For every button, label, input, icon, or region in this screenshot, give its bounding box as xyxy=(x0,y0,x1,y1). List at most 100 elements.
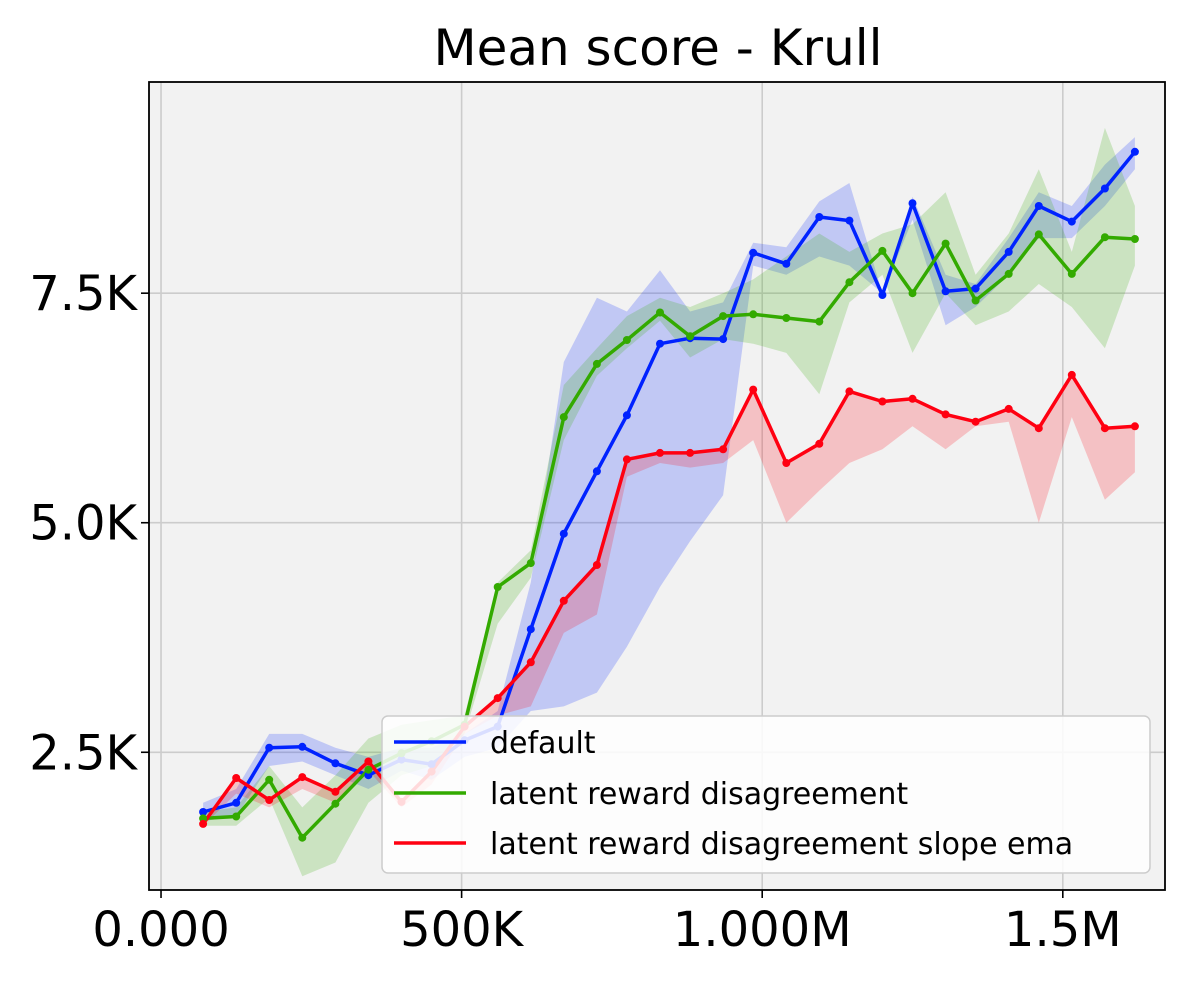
point-latent-reward-disagreement xyxy=(493,583,502,591)
point-latent-reward-disagreement-slope-ema xyxy=(1067,370,1076,379)
point-latent-reward-disagreement xyxy=(1004,269,1013,278)
point-latent-reward-disagreement-slope-ema xyxy=(815,439,824,448)
point-latent-reward-disagreement xyxy=(331,799,340,808)
point-latent-reward-disagreement xyxy=(1100,233,1109,242)
point-latent-reward-disagreement-slope-ema xyxy=(526,658,535,667)
point-default xyxy=(749,248,758,257)
point-default xyxy=(1100,184,1109,193)
point-latent-reward-disagreement xyxy=(622,336,631,344)
point-latent-reward-disagreement xyxy=(592,359,601,368)
point-latent-reward-disagreement-slope-ema xyxy=(1004,404,1013,413)
point-default xyxy=(941,287,950,296)
line-latent-reward-disagreement-slope-ema xyxy=(201,373,1136,825)
point-default xyxy=(845,216,854,225)
point-latent-reward-disagreement xyxy=(265,775,274,784)
point-default xyxy=(719,335,728,344)
point-latent-reward-disagreement xyxy=(298,833,307,842)
series-lines xyxy=(201,150,1137,840)
point-default xyxy=(908,199,917,208)
point-latent-reward-disagreement xyxy=(878,246,887,255)
y-tick-label: 5.0K xyxy=(29,496,138,552)
point-latent-reward-disagreement xyxy=(1130,235,1139,243)
y-tick-label: 7.5K xyxy=(29,266,138,322)
point-latent-reward-disagreement-slope-ema xyxy=(364,757,373,766)
point-latent-reward-disagreement xyxy=(1067,269,1076,278)
confidence-bands xyxy=(203,127,1135,877)
point-latent-reward-disagreement xyxy=(686,332,695,341)
point-latent-reward-disagreement-slope-ema xyxy=(1034,424,1043,433)
point-default xyxy=(559,529,568,538)
legend-label-latent-reward-disagreement-slope-ema: latent reward disagreement slope ema xyxy=(490,827,1073,862)
point-latent-reward-disagreement xyxy=(815,317,824,326)
point-latent-reward-disagreement-slope-ema xyxy=(232,774,241,782)
point-latent-reward-disagreement xyxy=(845,278,854,287)
x-tick-label: 1.000M xyxy=(673,902,852,958)
point-default xyxy=(298,742,307,751)
point-latent-reward-disagreement xyxy=(971,296,980,305)
point-latent-reward-disagreement xyxy=(719,312,728,321)
point-default xyxy=(526,625,535,634)
point-default xyxy=(1004,247,1013,256)
point-latent-reward-disagreement-slope-ema xyxy=(1100,424,1109,433)
line-latent-reward-disagreement xyxy=(202,232,1136,840)
point-latent-reward-disagreement-slope-ema xyxy=(656,448,664,457)
point-default xyxy=(622,411,631,420)
point-latent-reward-disagreement-slope-ema xyxy=(493,694,502,703)
point-default xyxy=(592,467,601,476)
x-tick-label: 500K xyxy=(400,902,525,958)
point-latent-reward-disagreement-slope-ema xyxy=(845,387,854,396)
point-default xyxy=(232,798,241,807)
band-latent-reward-disagreement xyxy=(203,127,1135,877)
point-latent-reward-disagreement-slope-ema xyxy=(265,796,274,804)
point-default xyxy=(782,259,791,268)
point-latent-reward-disagreement-slope-ema xyxy=(331,787,340,796)
point-default xyxy=(656,339,664,348)
point-default xyxy=(971,284,980,293)
point-latent-reward-disagreement xyxy=(782,314,791,322)
point-latent-reward-disagreement xyxy=(364,765,373,774)
plot-frame xyxy=(148,81,1166,891)
point-default xyxy=(331,759,340,768)
point-latent-reward-disagreement-slope-ema xyxy=(878,397,887,406)
chart-title: Mean score - Krull xyxy=(433,19,882,77)
point-latent-reward-disagreement xyxy=(199,814,208,823)
point-latent-reward-disagreement xyxy=(941,239,950,248)
point-latent-reward-disagreement xyxy=(656,308,664,317)
y-axis: 2.5K 5.0K 7.5K xyxy=(29,266,149,781)
point-default xyxy=(1067,217,1076,226)
point-latent-reward-disagreement-slope-ema xyxy=(592,561,601,569)
point-latent-reward-disagreement-slope-ema xyxy=(1130,422,1139,431)
point-latent-reward-disagreement-slope-ema xyxy=(559,596,568,605)
point-latent-reward-disagreement-slope-ema xyxy=(199,819,208,828)
point-default xyxy=(364,771,373,780)
point-default xyxy=(265,743,274,752)
point-latent-reward-disagreement-slope-ema xyxy=(686,448,695,457)
point-latent-reward-disagreement xyxy=(1034,230,1043,239)
y-tick-label: 2.5K xyxy=(29,725,138,781)
point-latent-reward-disagreement-slope-ema xyxy=(782,459,791,467)
point-default xyxy=(878,291,887,299)
x-axis: 0.000 500K 1.000M 1.5M xyxy=(92,890,1122,958)
point-latent-reward-disagreement-slope-ema xyxy=(749,385,758,394)
point-latent-reward-disagreement-slope-ema xyxy=(941,410,950,419)
legend: default latent reward disagreement laten… xyxy=(381,715,1151,874)
point-latent-reward-disagreement-slope-ema xyxy=(971,417,980,426)
point-default xyxy=(815,213,824,221)
point-default xyxy=(1130,147,1139,156)
point-latent-reward-disagreement xyxy=(749,310,758,319)
point-latent-reward-disagreement xyxy=(908,289,917,298)
point-default xyxy=(199,808,208,816)
band-default xyxy=(203,137,1135,822)
point-latent-reward-disagreement-slope-ema xyxy=(719,445,728,454)
legend-label-default: default xyxy=(490,726,596,761)
point-latent-reward-disagreement xyxy=(526,559,535,568)
point-latent-reward-disagreement-slope-ema xyxy=(622,455,631,464)
point-latent-reward-disagreement xyxy=(232,812,241,821)
point-latent-reward-disagreement-slope-ema xyxy=(298,773,307,782)
x-tick-label: 0.000 xyxy=(92,902,229,958)
point-latent-reward-disagreement-slope-ema xyxy=(908,394,917,403)
legend-label-latent-reward-disagreement: latent reward disagreement xyxy=(490,777,908,812)
legend-box xyxy=(381,715,1151,874)
point-latent-reward-disagreement xyxy=(559,413,568,422)
